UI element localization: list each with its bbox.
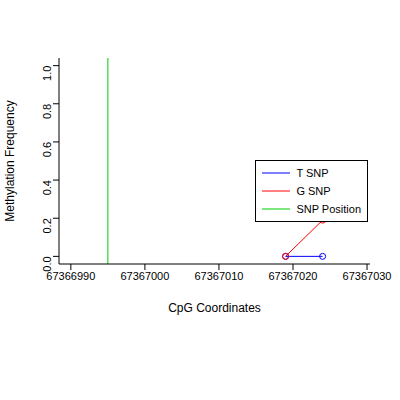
svg-text:0.2: 0.2 xyxy=(41,218,53,233)
svg-text:CpG Coordinates: CpG Coordinates xyxy=(168,301,261,315)
svg-text:67366990: 67366990 xyxy=(46,270,95,282)
svg-text:1.0: 1.0 xyxy=(41,66,53,81)
svg-text:0.0: 0.0 xyxy=(41,256,53,271)
html-text:T SNP: T SNP xyxy=(296,167,329,179)
html-text:G SNP: G SNP xyxy=(296,185,331,197)
svg-text:67367030: 67367030 xyxy=(343,270,392,282)
svg-text:67367010: 67367010 xyxy=(194,270,243,282)
svg-text:0.4: 0.4 xyxy=(41,180,53,195)
svg-text:0.8: 0.8 xyxy=(41,104,53,119)
svg-text:0.6: 0.6 xyxy=(41,142,53,157)
svg-text:Methylation Frequency: Methylation Frequency xyxy=(8,100,17,221)
svg-text:67367020: 67367020 xyxy=(269,270,318,282)
svg-text:67367000: 67367000 xyxy=(120,270,169,282)
html-text:SNP Position: SNP Position xyxy=(296,203,361,215)
